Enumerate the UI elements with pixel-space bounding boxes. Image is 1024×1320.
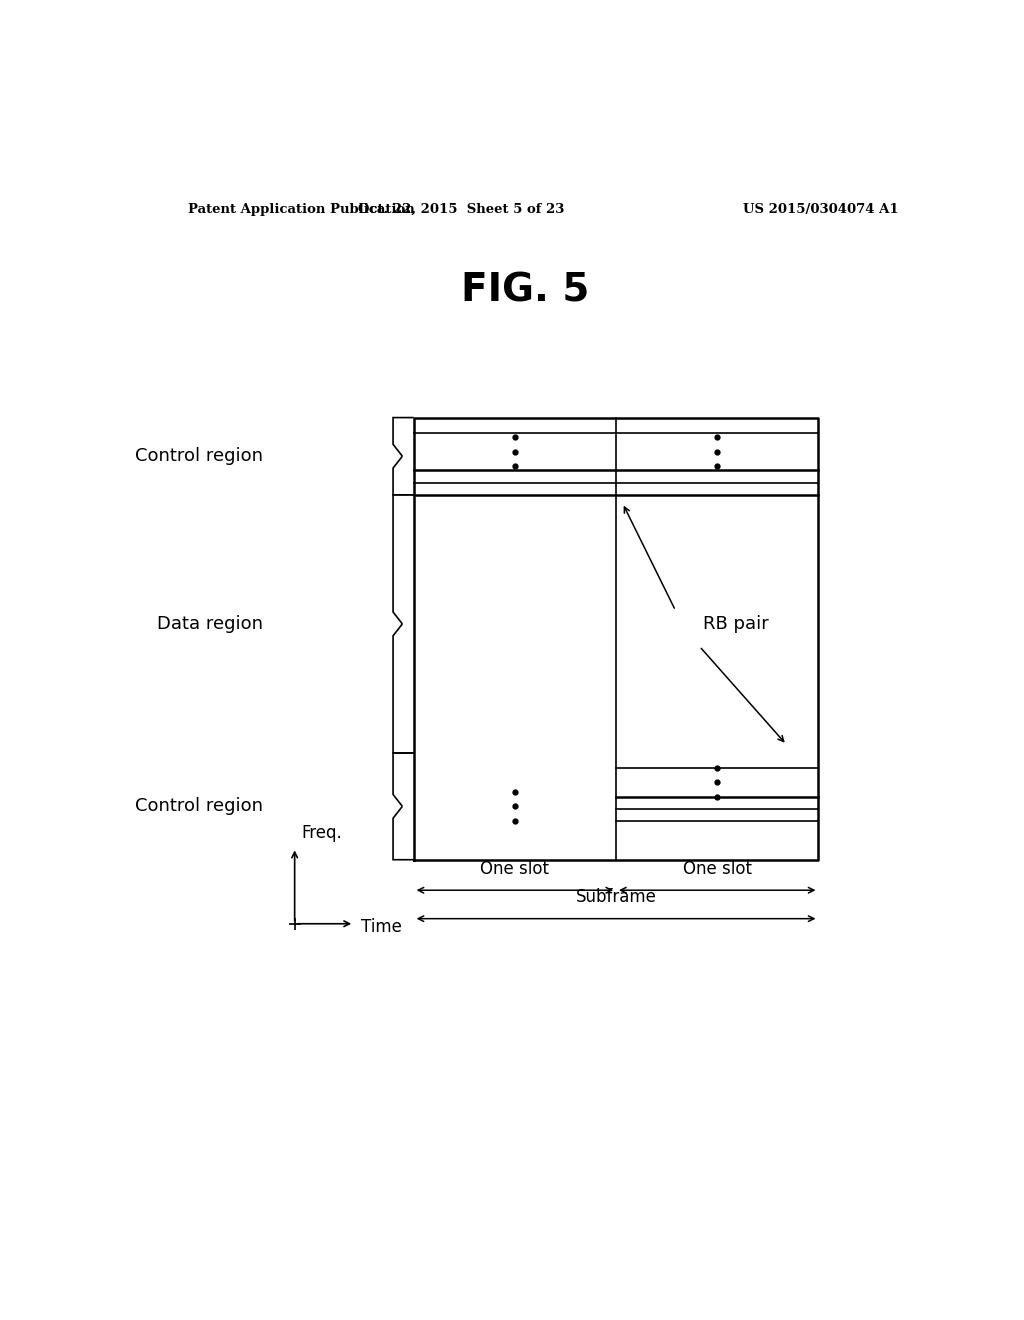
Text: Freq.: Freq. [301,825,342,842]
Text: Control region: Control region [135,447,263,465]
Text: RB pair: RB pair [703,615,769,632]
Text: One slot: One slot [480,861,550,878]
Text: Patent Application Publication: Patent Application Publication [187,203,415,215]
Text: Control region: Control region [135,797,263,816]
Text: US 2015/0304074 A1: US 2015/0304074 A1 [743,203,899,215]
Text: Oct. 22, 2015  Sheet 5 of 23: Oct. 22, 2015 Sheet 5 of 23 [358,203,564,215]
Text: One slot: One slot [683,861,752,878]
Text: Data region: Data region [157,615,263,632]
Text: FIG. 5: FIG. 5 [461,272,589,309]
Text: Time: Time [360,917,401,936]
Text: Subframe: Subframe [575,888,656,907]
